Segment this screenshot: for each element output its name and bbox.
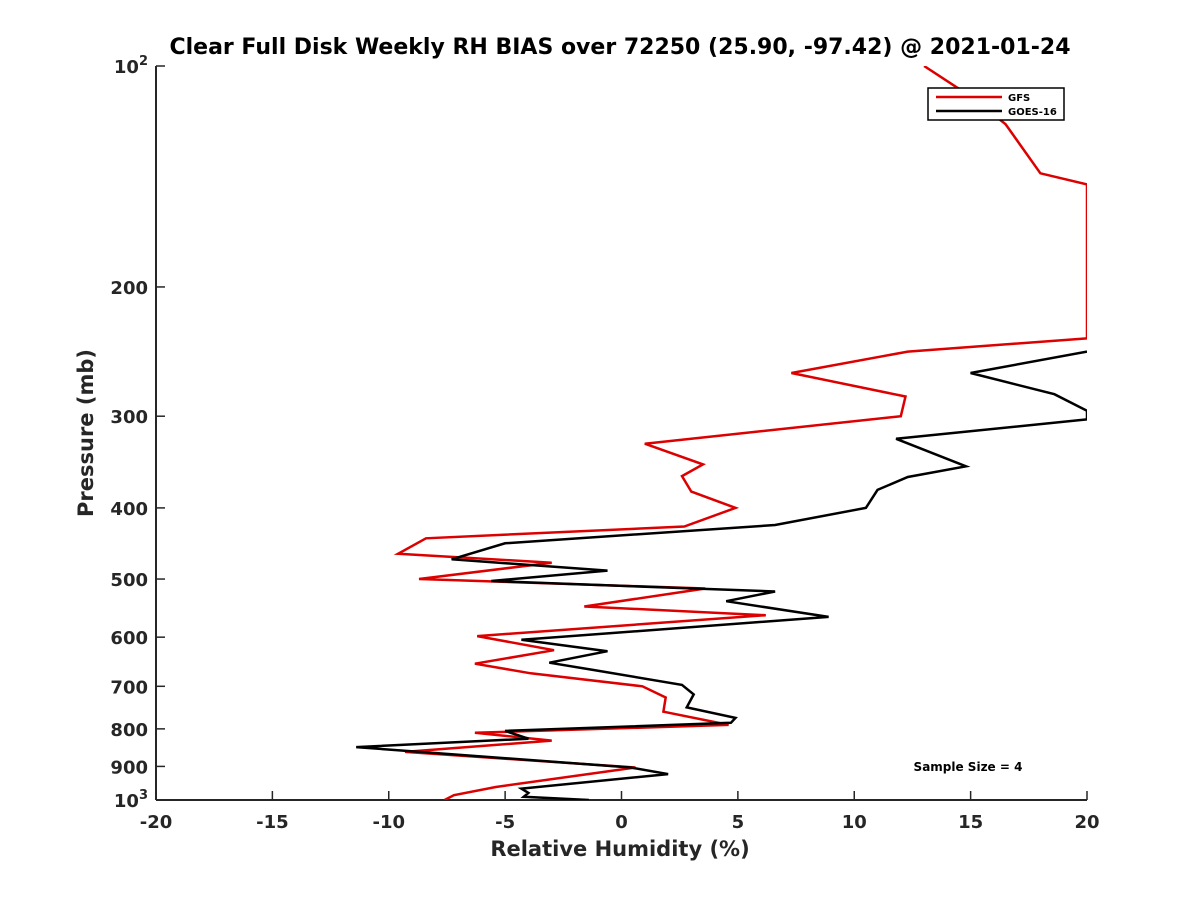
legend: GFS GOES-16 [927, 87, 1065, 121]
x-tick-label: 10 [842, 812, 867, 833]
sample-size-annotation: Sample Size = 4 [914, 760, 1023, 774]
y-tick-label: 200 [110, 278, 148, 299]
chart-title: Clear Full Disk Weekly RH BIAS over 7225… [169, 35, 1070, 60]
y-tick-label: 400 [110, 499, 148, 520]
legend-label-goes16: GOES-16 [1008, 107, 1057, 118]
y-tick-label: 700 [110, 677, 148, 698]
series-group [356, 66, 1087, 800]
y-tick-label: 600 [110, 628, 148, 649]
legend-box [927, 87, 1065, 121]
x-tick-label: 15 [958, 812, 983, 833]
x-tick-label: -10 [372, 812, 405, 833]
y-tick-label: 800 [110, 720, 148, 741]
y-tick-label: 300 [110, 407, 148, 428]
y-axis-label: Pressure (mb) [74, 349, 98, 517]
x-tick-label: -15 [256, 812, 289, 833]
x-tick-label: -5 [495, 812, 515, 833]
series-line-goes16 [356, 350, 1087, 800]
y-tick-label: 500 [110, 570, 148, 591]
x-tick-label: 0 [615, 812, 628, 833]
x-tick-label: 5 [732, 812, 745, 833]
y-bottom-label: 103 [114, 788, 148, 812]
y-tick-label: 900 [110, 757, 148, 778]
x-tick-label: -20 [140, 812, 173, 833]
y-ticks: 200 300 400 500 600 700 800 900 102 103 [110, 54, 165, 812]
x-tick-label: 20 [1074, 812, 1099, 833]
y-top-label: 102 [114, 54, 148, 78]
x-ticks: -20 -15 -10 -5 0 5 10 15 20 [140, 791, 1100, 833]
legend-label-gfs: GFS [1008, 93, 1030, 104]
series-line-gfs [393, 66, 1087, 800]
x-axis-label: Relative Humidity (%) [490, 837, 749, 861]
